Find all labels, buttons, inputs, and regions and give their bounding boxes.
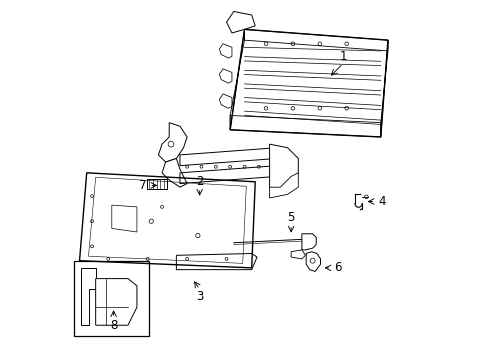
Polygon shape (81, 268, 110, 325)
Text: 7: 7 (138, 179, 146, 192)
Text: 6: 6 (333, 261, 341, 274)
Polygon shape (301, 234, 316, 250)
Polygon shape (269, 144, 298, 191)
Text: 8: 8 (110, 319, 117, 332)
Polygon shape (96, 279, 137, 325)
Text: 5: 5 (287, 211, 294, 224)
Polygon shape (269, 173, 298, 198)
Text: 4: 4 (378, 195, 386, 208)
Text: 3: 3 (196, 290, 203, 303)
Polygon shape (158, 123, 187, 162)
Polygon shape (290, 250, 305, 259)
Text: 2: 2 (196, 175, 203, 188)
Text: 1: 1 (339, 50, 346, 63)
Polygon shape (305, 252, 320, 271)
Polygon shape (162, 158, 187, 187)
